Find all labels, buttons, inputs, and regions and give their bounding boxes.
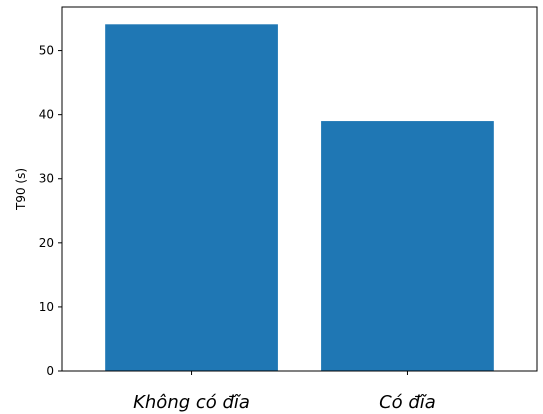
y-tick-label-4: 40 — [39, 108, 54, 122]
y-tick-label-3: 30 — [39, 172, 54, 186]
labels-layer: Không có đĩa Có đĩa 0 10 20 30 40 50 — [39, 44, 436, 413]
y-axis-label: T90 (s) — [14, 168, 28, 211]
bars-layer — [105, 24, 494, 372]
bar-0 — [105, 24, 278, 372]
bar-1 — [321, 121, 494, 371]
axes-layer — [58, 6, 538, 375]
y-tick-label-0: 0 — [46, 364, 54, 378]
y-tick-label-5: 50 — [39, 44, 54, 58]
x-tick-label-0: Không có đĩa — [133, 392, 250, 413]
axes-frame — [61, 6, 538, 372]
x-tick-label-1: Có đĩa — [379, 392, 436, 413]
y-tick-label-2: 20 — [39, 236, 54, 250]
y-tick-label-1: 10 — [39, 300, 54, 314]
